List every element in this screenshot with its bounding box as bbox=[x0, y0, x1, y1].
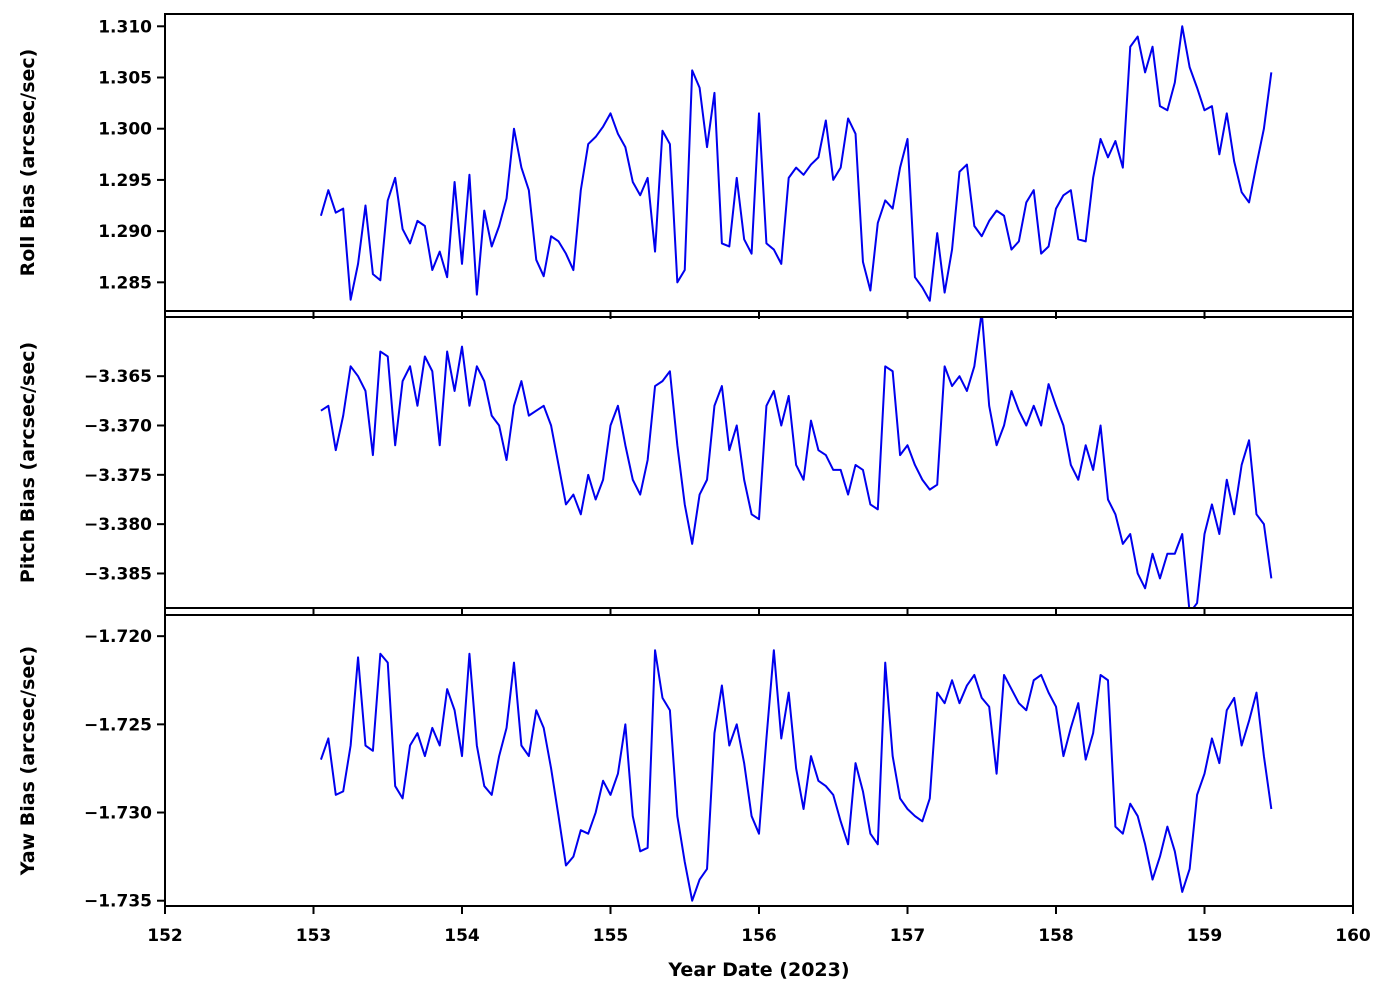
y-tick-label: −3.380 bbox=[84, 515, 152, 535]
y-tick-label: 1.305 bbox=[98, 68, 152, 88]
yaw-bias-line bbox=[319, 649, 1273, 902]
x-tick-label: 159 bbox=[1187, 926, 1223, 946]
x-tick-label: 158 bbox=[1038, 926, 1074, 946]
panel-pitch-bias: −3.385 −3.380 −3.375 −3.370 −3.365 Pitch Bias… bbox=[17, 316, 1354, 616]
y-tick-label: 1.310 bbox=[98, 17, 152, 37]
x-tick-label: 155 bbox=[593, 926, 629, 946]
y-tick-label: −3.385 bbox=[84, 564, 152, 584]
x-tick-label: 157 bbox=[890, 926, 926, 946]
panel-roll-bias: 1.285 1.290 1.295 1.300 1.305 1.310 Roll Bias … bbox=[17, 13, 1354, 319]
x-tick-label: 153 bbox=[296, 926, 332, 946]
plot-border bbox=[164, 614, 1354, 907]
y-tick-label: −1.730 bbox=[84, 804, 152, 824]
y-tick-label: 1.295 bbox=[98, 171, 152, 191]
x-axis-label: Year Date (2023) bbox=[667, 959, 849, 981]
yaw-bias-ylabel: Yaw Bias (arcsec/sec) bbox=[17, 646, 39, 876]
x-tick-label: 160 bbox=[1335, 926, 1371, 946]
x-tick-label: 152 bbox=[147, 926, 183, 946]
roll-bias-ylabel: Roll Bias (arcsec/sec) bbox=[17, 49, 39, 277]
x-tick-label: 154 bbox=[444, 926, 480, 946]
y-tick-label: 1.290 bbox=[98, 222, 152, 242]
y-tick-label: −3.370 bbox=[84, 417, 152, 437]
plot-border bbox=[164, 316, 1354, 609]
pitch-bias-line bbox=[320, 317, 1273, 608]
plot-border bbox=[164, 13, 1354, 312]
y-tick-label: −3.375 bbox=[84, 466, 152, 486]
x-tick-label: 156 bbox=[741, 926, 777, 946]
y-tick-label: −1.725 bbox=[84, 715, 152, 735]
y-tick-label: −1.735 bbox=[84, 892, 152, 912]
y-tick-label: −3.365 bbox=[84, 367, 152, 387]
y-tick-label: 1.300 bbox=[98, 120, 152, 140]
pitch-bias-ylabel: Pitch Bias (arcsec/sec) bbox=[17, 342, 39, 583]
y-tick-label: 1.285 bbox=[98, 273, 152, 293]
panel-yaw-bias: 152 153 154 155 156 157 158 159 160 −1.735 −1.730 −… bbox=[17, 614, 1371, 981]
y-tick-label: −1.720 bbox=[84, 627, 152, 647]
roll-bias-line bbox=[319, 25, 1273, 302]
